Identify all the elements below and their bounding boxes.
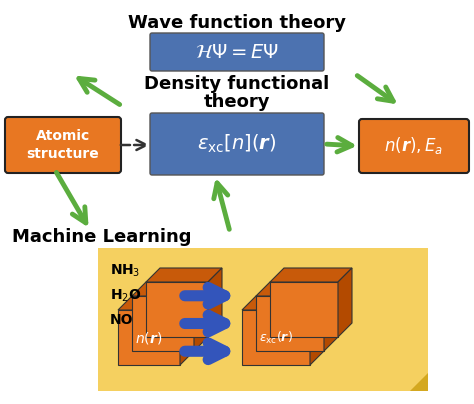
Text: Wave function theory: Wave function theory bbox=[128, 14, 346, 32]
Polygon shape bbox=[194, 282, 208, 351]
Polygon shape bbox=[132, 282, 208, 296]
FancyBboxPatch shape bbox=[150, 113, 324, 175]
Polygon shape bbox=[256, 296, 324, 351]
Text: $\varepsilon_{\mathrm{xc}}[n](\boldsymbol{r})$: $\varepsilon_{\mathrm{xc}}[n](\boldsymbo… bbox=[197, 133, 277, 155]
Text: H$_2$O: H$_2$O bbox=[110, 288, 141, 304]
Text: NH$_3$: NH$_3$ bbox=[110, 263, 140, 280]
Polygon shape bbox=[270, 282, 338, 337]
FancyBboxPatch shape bbox=[359, 119, 469, 173]
Polygon shape bbox=[242, 310, 310, 365]
Polygon shape bbox=[118, 296, 194, 310]
Polygon shape bbox=[270, 268, 352, 282]
Polygon shape bbox=[132, 296, 194, 351]
FancyBboxPatch shape bbox=[150, 33, 324, 71]
Polygon shape bbox=[410, 373, 428, 391]
Text: $n(\boldsymbol{r})$: $n(\boldsymbol{r})$ bbox=[136, 330, 163, 345]
Text: $\varepsilon_{\mathrm{xc}}(\boldsymbol{r})$: $\varepsilon_{\mathrm{xc}}(\boldsymbol{r… bbox=[259, 329, 293, 345]
Text: theory: theory bbox=[204, 93, 270, 111]
Text: Machine Learning: Machine Learning bbox=[12, 228, 191, 246]
Polygon shape bbox=[180, 296, 194, 365]
Text: Density functional: Density functional bbox=[145, 75, 329, 93]
FancyBboxPatch shape bbox=[5, 117, 121, 173]
Polygon shape bbox=[324, 282, 338, 351]
Text: $\mathcal{H}\Psi = E\Psi$: $\mathcal{H}\Psi = E\Psi$ bbox=[195, 42, 279, 61]
Polygon shape bbox=[310, 296, 324, 365]
Polygon shape bbox=[208, 268, 222, 337]
Polygon shape bbox=[118, 310, 180, 365]
Polygon shape bbox=[338, 268, 352, 337]
Text: $n(\boldsymbol{r}),E_a$: $n(\boldsymbol{r}),E_a$ bbox=[384, 135, 444, 156]
Polygon shape bbox=[242, 296, 324, 310]
Text: NO: NO bbox=[110, 313, 134, 327]
Text: Atomic
structure: Atomic structure bbox=[27, 129, 100, 161]
Polygon shape bbox=[256, 282, 338, 296]
FancyBboxPatch shape bbox=[98, 248, 428, 391]
Polygon shape bbox=[146, 268, 222, 282]
Polygon shape bbox=[146, 282, 208, 337]
